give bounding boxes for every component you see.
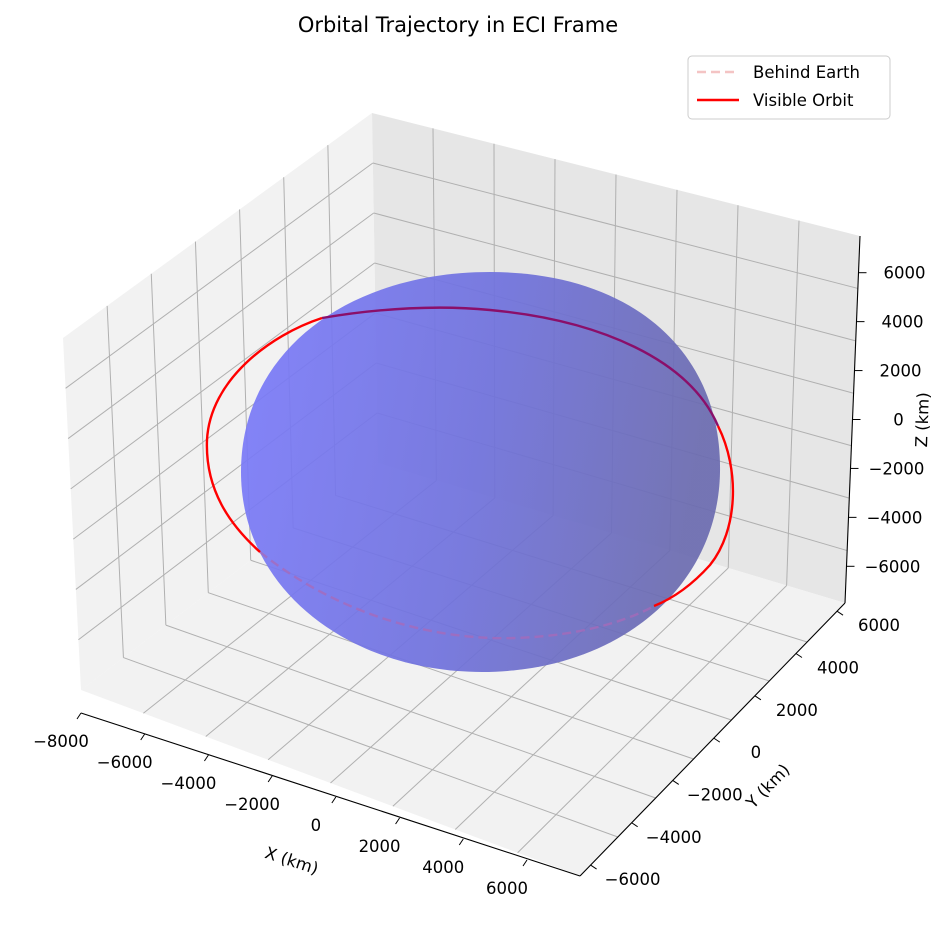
back-wall-grid-line — [373, 212, 856, 342]
floor-grid-line — [208, 592, 694, 760]
x-tick-label: 0 — [311, 816, 322, 835]
x-tick-mark — [331, 796, 337, 804]
chart-title: Orbital Trajectory in ECI Frame — [298, 13, 618, 37]
y-tick-label: −4000 — [646, 828, 702, 847]
y-tick-label: −2000 — [687, 785, 743, 804]
x-tick-label: −2000 — [224, 795, 280, 814]
left-wall-grid-line — [194, 241, 209, 593]
y-tick-label: 4000 — [817, 659, 859, 678]
y-tick-label: 6000 — [858, 616, 900, 635]
y-tick-label: 0 — [751, 743, 762, 762]
orbit-visible-over-earth — [321, 306, 720, 427]
left-wall-grid-line — [65, 162, 374, 389]
legend-label-behind-earth: Behind Earth — [753, 63, 860, 82]
orbit-visible-right — [653, 425, 735, 608]
x-tick-label: 6000 — [486, 879, 528, 898]
left-wall-grid-line — [67, 212, 375, 439]
z-tick-label: 6000 — [884, 264, 926, 283]
x-tick-label: −8000 — [33, 732, 89, 751]
y-tick-mark — [631, 822, 638, 828]
x-tick-mark — [522, 859, 528, 867]
x-tick-label: −6000 — [97, 753, 153, 772]
y-tick-mark — [836, 610, 844, 616]
legend-frame — [687, 55, 891, 120]
z-tick-label: 4000 — [882, 313, 924, 332]
left-wall-grid-line — [150, 273, 167, 626]
floor-grid-line — [454, 567, 729, 830]
x-axis-line — [80, 712, 581, 877]
x-tick-mark — [76, 712, 82, 720]
y-tick-mark — [713, 737, 721, 743]
z-tick-label: −4000 — [867, 508, 923, 527]
orbit-visible — [205, 316, 323, 553]
x-tick-mark — [204, 754, 209, 762]
y-tick-label: −6000 — [605, 870, 661, 889]
left-wall-grid-line — [106, 305, 124, 658]
orbit-behind-earth — [259, 551, 655, 640]
x-tick-label: −4000 — [161, 774, 217, 793]
floor-grid-line — [165, 624, 656, 799]
floor-grid-line — [517, 585, 787, 854]
x-tick-mark — [267, 775, 273, 783]
z-tick-label: −6000 — [865, 557, 921, 576]
back-wall-grid-line — [727, 205, 739, 569]
y-tick-label: 2000 — [776, 701, 818, 720]
x-axis-label: X (km) — [263, 843, 321, 878]
y-axis-label: Y (km) — [742, 760, 794, 813]
y-axis-line — [579, 602, 846, 877]
x-tick-mark — [458, 838, 464, 846]
left-wall-grid-line — [70, 262, 375, 490]
z-axis-label: Z (km) — [912, 392, 933, 448]
y-tick-mark — [590, 864, 597, 870]
y-tick-mark — [754, 695, 762, 701]
back-wall-grid-line — [372, 162, 858, 289]
x-tick-label: 2000 — [359, 837, 401, 856]
axis-ticks: −8000 −6000 −4000 −2000 0 2000 4000 6000 −6000 −4… — [33, 264, 925, 898]
earth-sphere — [241, 272, 721, 672]
x-tick-label: 4000 — [422, 858, 464, 877]
legend-label-visible-orbit: Visible Orbit — [753, 91, 854, 110]
y-tick-mark — [672, 780, 680, 785]
z-tick-label: 0 — [893, 411, 904, 430]
y-tick-mark — [795, 653, 803, 658]
back-wall-grid-line — [786, 220, 800, 586]
left-pane — [63, 113, 378, 690]
z-tick-label: 2000 — [880, 362, 922, 381]
floor-grid-line — [123, 657, 619, 838]
z-tick-label: −2000 — [869, 459, 925, 478]
x-tick-mark — [395, 817, 400, 825]
x-tick-mark — [140, 733, 146, 741]
legend: Behind Earth Visible Orbit — [687, 55, 891, 120]
